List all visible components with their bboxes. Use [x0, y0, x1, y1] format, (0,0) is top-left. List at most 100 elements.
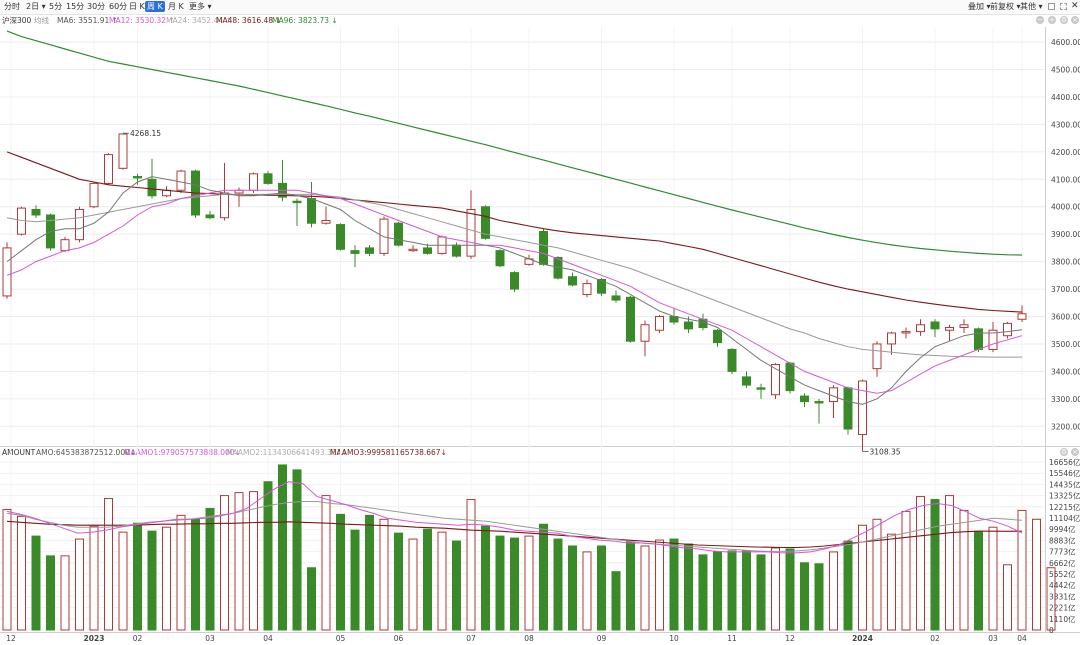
- candle-body: [698, 318, 708, 328]
- candle-body: [104, 154, 113, 184]
- volume-bar: [437, 531, 447, 631]
- other-menu[interactable]: 其他 ▾: [1020, 2, 1043, 11]
- price-legend: 沪深300 均线 MA6: 3551.91 ↑ MA12: 3530.32 ↑ …: [0, 15, 1080, 26]
- candle-body: [524, 258, 534, 265]
- period-tab-9[interactable]: 更多 ▾: [189, 2, 212, 11]
- volume-tick-label: 5552亿: [1049, 569, 1076, 579]
- time-tick-label: 04: [1017, 634, 1027, 643]
- period-tab-7[interactable]: 周 K: [145, 1, 165, 12]
- candle-body: [278, 182, 287, 198]
- time-tick-label: 10: [669, 634, 679, 643]
- candle-body: [800, 395, 809, 403]
- ma12-line: [6, 189, 1023, 394]
- candle-body: [481, 206, 490, 239]
- period-tab-5[interactable]: 60分: [109, 2, 128, 11]
- volume-settings-icon[interactable]: ⚙: [1060, 448, 1068, 456]
- volume-bar: [814, 563, 824, 631]
- volume-tick-label: 4442亿: [1049, 580, 1076, 590]
- settings-icon[interactable]: ⚙: [1060, 16, 1068, 24]
- volume-plot: [2, 464, 1056, 631]
- axes: 4600.00 4500.00 4400.00 4300.00 4200.00 4100.…: [6, 38, 1080, 643]
- volume-bar: [568, 545, 577, 631]
- volume-bar: [321, 495, 331, 631]
- volume-bar: [988, 526, 998, 631]
- volume-bar: [1032, 518, 1041, 631]
- candle-body: [263, 173, 273, 184]
- volume-bar: [843, 540, 853, 631]
- price-tick-label: 3200.00: [1051, 422, 1080, 431]
- ma12-label: MA12: 3530.32 ↑: [109, 16, 175, 25]
- candle-body: [46, 214, 55, 249]
- candle-body: [249, 173, 258, 191]
- volume-bar: [104, 498, 113, 631]
- volume-bar: [249, 491, 258, 631]
- volume-bar: [626, 541, 635, 631]
- period-tab-8[interactable]: 月 K: [168, 2, 184, 11]
- adjust-menu[interactable]: 前复权 ▾: [990, 2, 1021, 11]
- volume-tick-label: 2221亿: [1049, 603, 1076, 613]
- volume-bar: [872, 518, 882, 631]
- volume-tick-label: 9994亿: [1049, 524, 1076, 534]
- time-tick-label: 12: [6, 634, 16, 643]
- volume-bar: [727, 550, 737, 631]
- amo-label: AMO:645383872512.000↓: [36, 448, 137, 457]
- volume-bar: [278, 464, 287, 631]
- time-tick-label: 02: [930, 634, 940, 643]
- period-tab-3[interactable]: 15分: [66, 2, 85, 11]
- symbol-name[interactable]: 沪深300: [2, 16, 32, 25]
- plus-icon[interactable]: +: [1048, 16, 1056, 24]
- volume-close-icon[interactable]: ×: [1071, 448, 1079, 456]
- candle-body: [423, 247, 432, 254]
- period-tab-1[interactable]: 2日 ▾: [26, 2, 46, 11]
- volume-bar: [524, 535, 534, 631]
- fullscreen-icon[interactable]: [1060, 3, 1067, 10]
- window-icon[interactable]: [1048, 3, 1055, 10]
- volume-bar: [1046, 567, 1056, 631]
- close-panel-icon[interactable]: ×: [1071, 16, 1079, 24]
- price-tick-label: 4400.00: [1051, 93, 1080, 102]
- volume-bar: [974, 530, 983, 631]
- overlay-menu[interactable]: 叠加 ▾: [968, 2, 991, 11]
- close-icon[interactable]: ✕: [1071, 1, 1079, 11]
- volume-bar: [858, 524, 867, 631]
- volume-bar: [191, 518, 200, 631]
- candle-body: [974, 328, 983, 350]
- candle-body: [408, 248, 418, 252]
- candle-body: [872, 343, 882, 370]
- volume-bar: [713, 551, 722, 631]
- ma-label[interactable]: 均线: [34, 16, 49, 25]
- time-tick-label: 2024: [852, 634, 873, 643]
- candle-body: [307, 198, 316, 224]
- candle-body: [785, 362, 795, 392]
- period-tab-4[interactable]: 30分: [87, 2, 106, 11]
- candle-body: [684, 321, 693, 330]
- volume-bar: [292, 469, 302, 631]
- candle-body: [988, 329, 998, 350]
- minus-icon[interactable]: −: [1036, 16, 1044, 24]
- ma24-label: MA24: 3452.44 ↑: [166, 16, 232, 25]
- candle-body: [133, 176, 142, 179]
- volume-bar: [452, 540, 461, 631]
- candle-body: [292, 200, 302, 204]
- candle-body: [916, 324, 925, 333]
- period-tab-2[interactable]: 5分: [49, 2, 63, 11]
- maamo2-line: [6, 501, 1023, 552]
- ma96-label: MA96: 3823.73 ↓: [272, 16, 338, 25]
- volume-bar: [481, 525, 490, 631]
- volume-tick-label: 8883亿: [1049, 535, 1076, 545]
- period-tab-6[interactable]: 日 K: [129, 2, 145, 11]
- volume-bar: [655, 539, 664, 631]
- volume-bar: [234, 492, 244, 631]
- period-tab-0[interactable]: 分时: [4, 2, 20, 11]
- volume-bar: [394, 532, 403, 631]
- volume-bar: [684, 543, 693, 631]
- volume-bar: [669, 538, 679, 631]
- candle-body: [162, 189, 171, 197]
- volume-bar: [829, 551, 838, 631]
- candle-body: [452, 244, 461, 257]
- candle-body: [147, 178, 157, 197]
- time-tick-label: 09: [597, 634, 607, 643]
- price-tick-label: 4600.00: [1051, 38, 1080, 47]
- time-tick-label: 11: [727, 634, 737, 643]
